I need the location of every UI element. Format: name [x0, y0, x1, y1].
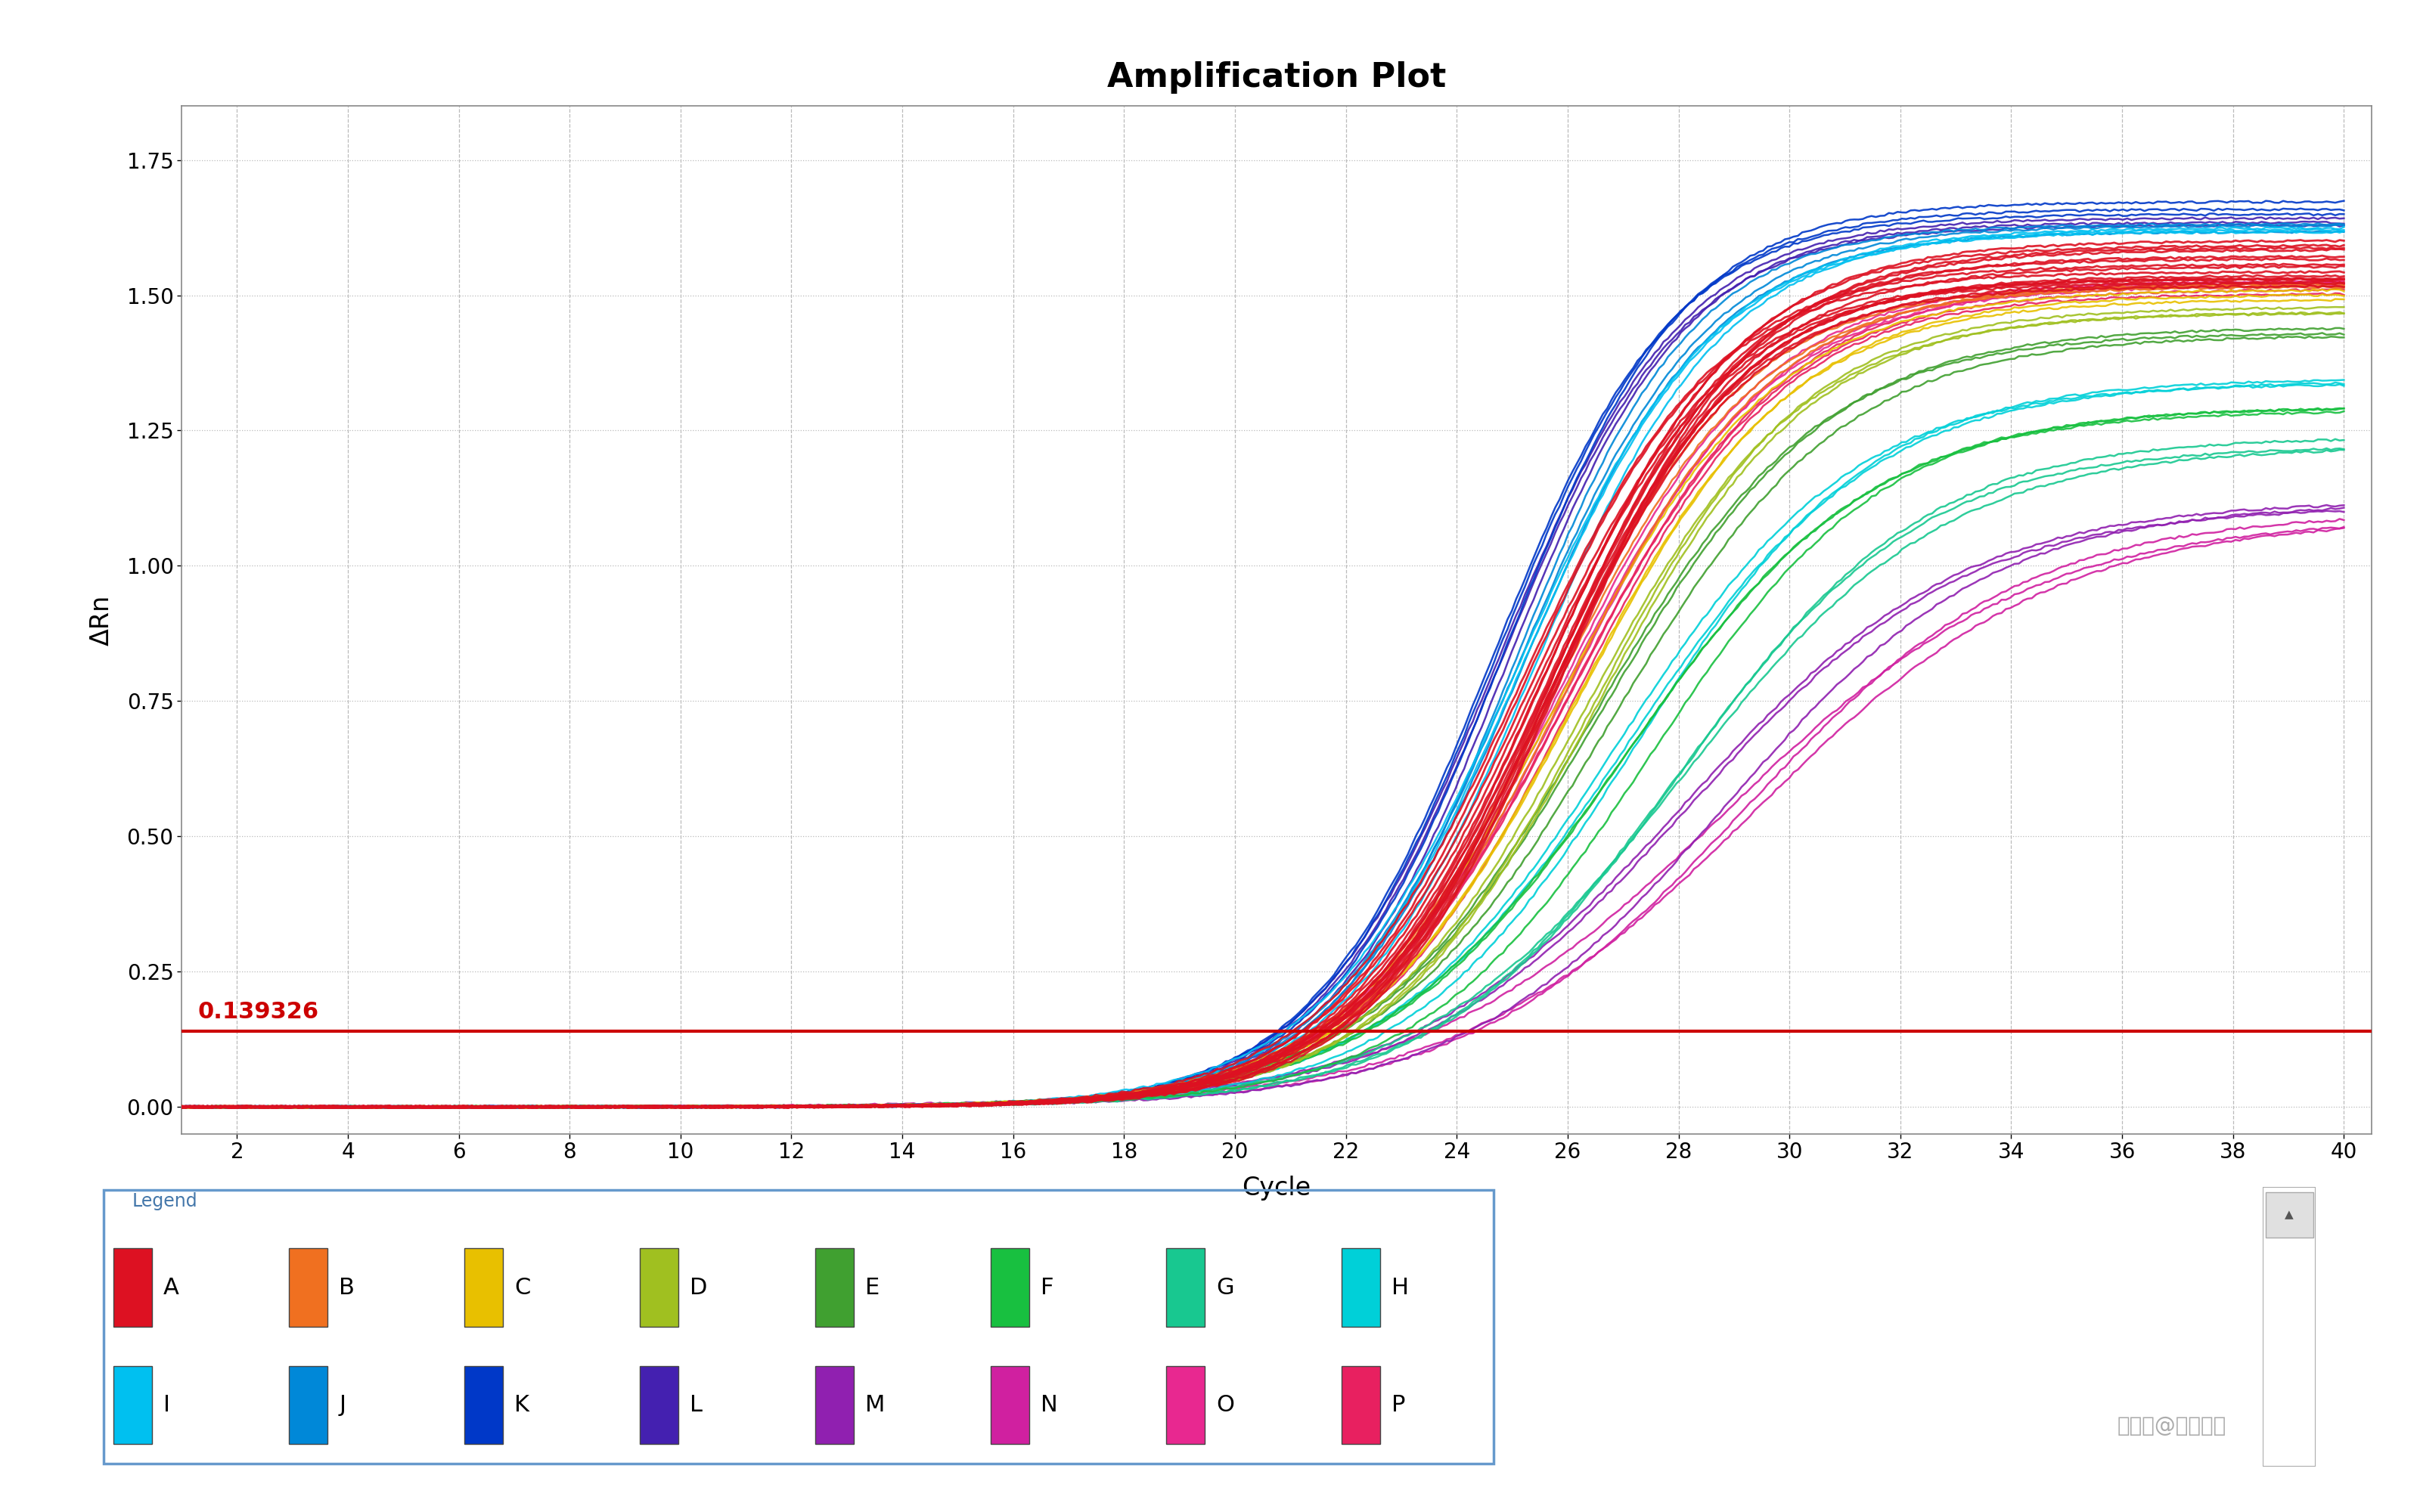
X-axis label: Cycle: Cycle — [1241, 1176, 1312, 1201]
Bar — [1341, 1365, 1379, 1444]
Text: P: P — [1391, 1394, 1406, 1417]
Bar — [639, 1365, 678, 1444]
Text: C: C — [515, 1276, 530, 1299]
Text: A: A — [165, 1276, 179, 1299]
Bar — [288, 1249, 327, 1328]
Text: O: O — [1217, 1394, 1234, 1417]
Text: F: F — [1041, 1276, 1055, 1299]
Bar — [465, 1365, 503, 1444]
Bar — [465, 1249, 503, 1328]
Text: K: K — [515, 1394, 530, 1417]
Bar — [2265, 1193, 2314, 1237]
Bar — [288, 1365, 327, 1444]
Text: ▲: ▲ — [2284, 1210, 2294, 1220]
Text: J: J — [339, 1394, 346, 1417]
Text: G: G — [1217, 1276, 1234, 1299]
Y-axis label: ΔRn: ΔRn — [90, 594, 114, 646]
Title: Amplification Plot: Amplification Plot — [1106, 60, 1447, 94]
Text: 0.139326: 0.139326 — [198, 1001, 319, 1022]
Text: L: L — [690, 1394, 702, 1417]
Text: I: I — [165, 1394, 169, 1417]
Text: M: M — [866, 1394, 886, 1417]
Bar — [990, 1249, 1028, 1328]
Bar — [816, 1249, 854, 1328]
Text: H: H — [1391, 1276, 1408, 1299]
Bar — [114, 1249, 152, 1328]
Text: E: E — [866, 1276, 881, 1299]
Bar — [639, 1249, 678, 1328]
Text: D: D — [690, 1276, 707, 1299]
Bar — [114, 1365, 152, 1444]
Bar — [1166, 1249, 1205, 1328]
Bar — [1341, 1249, 1379, 1328]
Bar — [990, 1365, 1028, 1444]
Text: 搜狐号@如期生物: 搜狐号@如期生物 — [2118, 1415, 2226, 1436]
Text: Legend: Legend — [131, 1193, 198, 1211]
Bar — [1166, 1365, 1205, 1444]
Bar — [816, 1365, 854, 1444]
Text: B: B — [339, 1276, 356, 1299]
Text: N: N — [1041, 1394, 1058, 1417]
